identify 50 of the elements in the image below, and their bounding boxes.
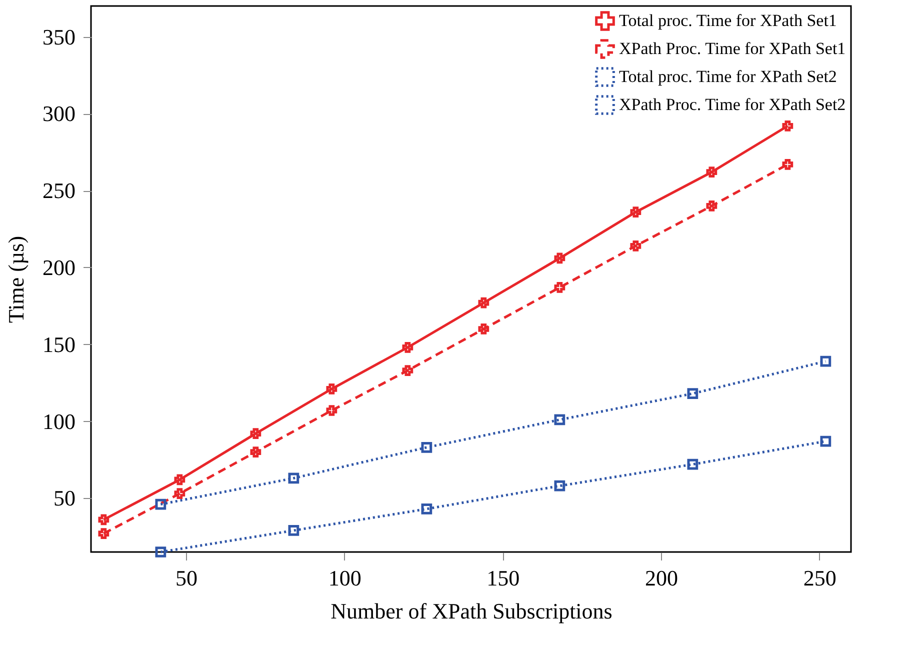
y-axis-title: Time (µs) (4, 236, 28, 324)
x-tick-label: 250 (803, 566, 836, 590)
point (820, 356, 832, 367)
point (174, 474, 186, 486)
point (706, 166, 718, 178)
x-axis-title: Number of XPath Subscriptions (330, 598, 612, 624)
y-tick-label: 350 (42, 24, 76, 50)
x-tick-label: 100 (328, 566, 362, 590)
point (782, 120, 794, 132)
point (706, 200, 718, 212)
point (326, 405, 338, 416)
x-tick-label: 200 (645, 566, 678, 590)
point (478, 324, 490, 334)
point (820, 436, 832, 447)
point (554, 282, 566, 293)
point (288, 525, 300, 536)
x-tick-label: 150 (486, 566, 520, 590)
point (288, 472, 300, 484)
y-tick-label: 250 (42, 178, 76, 204)
legend-label: Total proc. Time for XPath Set1 (619, 11, 837, 30)
y-tick-label: 200 (42, 254, 76, 280)
point (250, 428, 262, 440)
point (155, 546, 166, 558)
legend-label: XPath Proc. Time for XPath Set2 (619, 95, 846, 114)
point (155, 498, 166, 510)
legend-label: XPath Proc. Time for XPath Set1 (619, 39, 846, 58)
legend-label: Total proc. Time for XPath Set2 (619, 67, 837, 86)
point (478, 297, 490, 308)
y-tick-label: 150 (42, 332, 76, 357)
point (782, 158, 794, 170)
point (98, 514, 110, 526)
point (326, 384, 338, 394)
point (174, 488, 186, 499)
point (421, 442, 432, 453)
point (554, 252, 566, 264)
point (98, 528, 110, 539)
point (402, 342, 414, 353)
point (554, 480, 566, 492)
point (250, 446, 262, 458)
point (421, 504, 432, 514)
point (687, 388, 698, 400)
point (402, 365, 414, 376)
point (554, 414, 566, 426)
y-tick-label: 100 (42, 408, 76, 434)
x-tick-label: 50 (176, 566, 198, 590)
point (687, 458, 698, 470)
point (630, 240, 642, 252)
point (630, 206, 642, 218)
y-tick-label: 50 (54, 486, 76, 511)
y-tick-label: 300 (42, 101, 76, 126)
